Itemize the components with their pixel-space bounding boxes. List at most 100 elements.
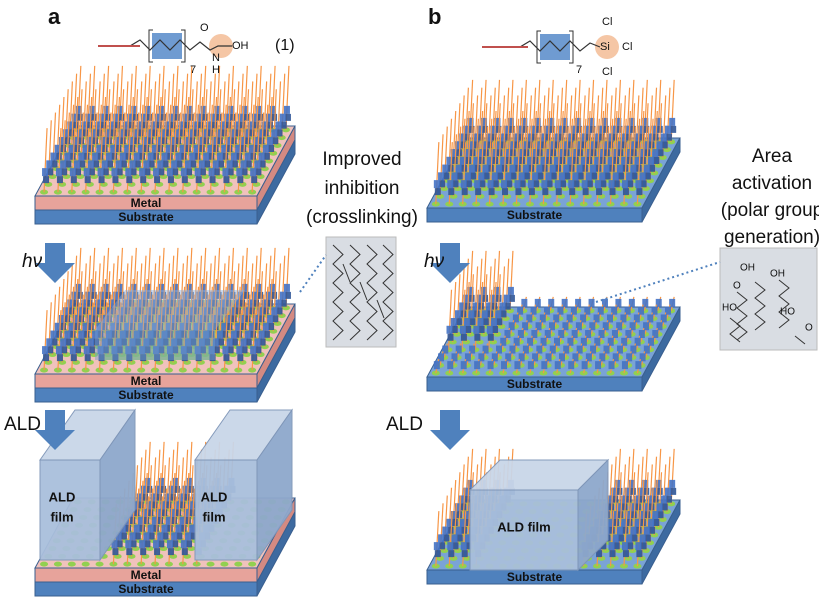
chain-segment bbox=[189, 153, 195, 161]
chain-segment bbox=[139, 168, 145, 176]
chain-segment bbox=[182, 176, 188, 183]
chain-segment bbox=[448, 188, 454, 195]
chain-segment bbox=[497, 173, 503, 180]
chain-segment bbox=[474, 180, 480, 188]
chain-segment bbox=[514, 180, 520, 188]
chain-segment bbox=[614, 542, 620, 549]
chain-segment bbox=[641, 542, 647, 549]
chain-segment bbox=[157, 145, 163, 152]
chain-segment bbox=[240, 323, 246, 330]
chain-segment bbox=[188, 486, 194, 493]
chain-segment bbox=[236, 153, 242, 160]
chain-segment bbox=[211, 122, 217, 129]
chain-segment bbox=[272, 137, 278, 144]
chain-segment bbox=[609, 361, 615, 369]
chain-segment bbox=[563, 165, 569, 173]
anchor-group bbox=[234, 562, 242, 567]
chain-segment bbox=[223, 354, 229, 361]
chain-segment bbox=[50, 331, 56, 339]
chain-segment bbox=[156, 494, 162, 501]
anchor-group bbox=[82, 562, 90, 567]
chain-segment bbox=[596, 188, 602, 195]
chain-segment bbox=[185, 532, 191, 540]
chain-segment bbox=[68, 129, 74, 136]
chain-segment bbox=[271, 292, 277, 299]
photomask-region bbox=[95, 330, 215, 360]
polar-label: O bbox=[733, 281, 741, 292]
chain-segment bbox=[121, 161, 127, 168]
chain-segment bbox=[149, 533, 155, 540]
chain-segment bbox=[583, 188, 589, 195]
chain-segment bbox=[465, 326, 471, 333]
chain-segment bbox=[232, 161, 238, 168]
chain-segment bbox=[665, 488, 671, 496]
chain-segment bbox=[228, 346, 234, 353]
chain-segment bbox=[479, 180, 485, 187]
chain-segment bbox=[77, 292, 83, 299]
atom: Cl bbox=[622, 41, 632, 53]
chain-segment bbox=[520, 180, 526, 187]
chain-segment bbox=[257, 292, 263, 299]
chain-segment bbox=[508, 287, 514, 295]
chain-segment bbox=[652, 511, 658, 519]
chain-segment bbox=[272, 315, 278, 322]
chain-segment bbox=[645, 535, 651, 542]
chain-segment bbox=[496, 165, 502, 173]
chain-segment bbox=[439, 542, 445, 549]
chain-segment bbox=[246, 161, 252, 168]
chain-segment bbox=[140, 548, 146, 555]
chain-segment bbox=[239, 300, 245, 307]
chain-segment bbox=[143, 517, 149, 524]
chain-segment bbox=[271, 129, 277, 137]
layer-label: Substrate bbox=[507, 208, 563, 222]
chain-segment bbox=[106, 137, 112, 144]
chain-segment bbox=[442, 527, 448, 535]
chain-segment bbox=[117, 168, 123, 175]
chain-segment bbox=[661, 495, 667, 503]
chain-segment bbox=[153, 153, 159, 160]
chain-segment bbox=[154, 548, 160, 555]
chain-segment bbox=[644, 165, 650, 173]
chain-segment bbox=[614, 180, 620, 187]
chain-segment bbox=[276, 121, 282, 129]
layer-label: Substrate bbox=[118, 210, 174, 224]
chain-segment bbox=[253, 300, 259, 307]
chain-segment bbox=[42, 346, 48, 354]
chain-segment bbox=[645, 173, 651, 180]
chain-segment bbox=[184, 122, 190, 129]
chain-segment bbox=[170, 494, 176, 501]
chain-segment bbox=[166, 501, 172, 508]
chain-segment bbox=[103, 168, 109, 175]
chain-segment bbox=[271, 114, 277, 121]
chain-segment bbox=[175, 525, 181, 533]
chain-segment bbox=[468, 310, 474, 318]
chain-segment bbox=[627, 180, 633, 187]
chain-segment bbox=[86, 300, 92, 307]
chain-segment bbox=[618, 535, 624, 542]
chain-segment bbox=[116, 160, 122, 168]
chain-segment bbox=[243, 114, 249, 121]
layer-label: Substrate bbox=[507, 570, 563, 584]
chain-segment bbox=[82, 307, 88, 314]
chain-segment bbox=[590, 165, 596, 173]
chain-segment bbox=[126, 548, 132, 555]
chain-segment bbox=[529, 188, 535, 195]
atom: Cl bbox=[602, 16, 612, 28]
chain-segment bbox=[456, 527, 462, 535]
chain-segment bbox=[461, 361, 467, 369]
chain-segment bbox=[515, 188, 521, 195]
chain-segment bbox=[142, 494, 148, 501]
chain-segment bbox=[91, 114, 97, 121]
figure: a b 7 O N H OH (1) 7 Si Cl Cl Cl Improve… bbox=[0, 0, 819, 603]
chain-segment bbox=[595, 361, 601, 369]
chain-segment bbox=[257, 114, 263, 121]
chain-segment bbox=[181, 168, 187, 176]
chain-segment bbox=[84, 168, 90, 176]
chain-segment bbox=[161, 509, 167, 516]
chain-segment bbox=[666, 496, 672, 503]
chain-segment bbox=[217, 153, 223, 161]
chain-segment bbox=[218, 161, 224, 168]
chain-segment bbox=[83, 153, 89, 160]
chain-segment bbox=[221, 129, 227, 136]
chain-segment bbox=[280, 114, 286, 122]
